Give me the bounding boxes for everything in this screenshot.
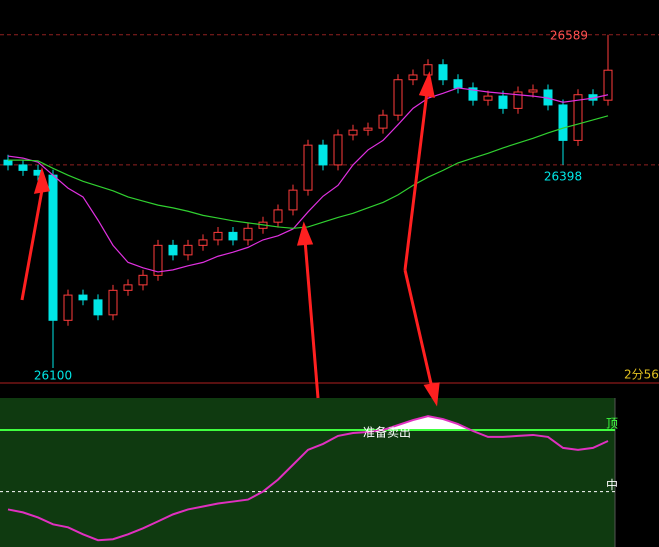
candle-body [423, 64, 433, 76]
candle-body [483, 95, 493, 101]
candle-body [318, 144, 328, 166]
candle-body [243, 227, 253, 241]
candle-body [528, 89, 538, 93]
candle-body [93, 299, 103, 316]
period-label: 2分56 [624, 368, 659, 382]
candle-body [183, 244, 193, 256]
candle-body [468, 87, 478, 101]
candle-body [378, 114, 388, 129]
low-label: 26398 [544, 169, 582, 183]
candle-body [333, 134, 343, 166]
candle-body [198, 239, 208, 246]
candle-body [138, 274, 148, 286]
candle-body [348, 129, 358, 136]
arrows [20, 71, 440, 407]
candle-body [228, 231, 238, 241]
candle-body [108, 289, 118, 316]
moving-average [8, 115, 609, 229]
candle-body [168, 244, 178, 256]
candle-body [363, 127, 373, 131]
candle-body [303, 144, 313, 191]
candle-body [48, 174, 58, 321]
peak-fill [8, 416, 608, 430]
candle-body [78, 294, 88, 301]
annotation: 准备卖出 [363, 426, 411, 440]
candle-body [18, 164, 28, 171]
candle-body [213, 231, 223, 241]
high-label: 26589 [550, 28, 588, 42]
indicator-line [7, 415, 609, 542]
indicator-panel [0, 398, 615, 547]
candle-body [123, 284, 133, 291]
candle-body [288, 189, 298, 211]
candle-body [498, 95, 508, 109]
level-label: 顶 [606, 417, 618, 431]
level-label: 中 [606, 477, 618, 492]
candle-body [573, 94, 583, 141]
candle-body [273, 209, 283, 223]
moving-average [7, 87, 609, 273]
candle-body [63, 294, 73, 321]
candle-body [408, 74, 418, 81]
candle-body [438, 64, 448, 81]
candle-body [153, 244, 163, 276]
candle-body [603, 69, 613, 101]
candle-body [453, 79, 463, 89]
candle-body [513, 91, 523, 109]
candle-body [3, 159, 13, 166]
candle-body [393, 79, 403, 116]
low-label: 26100 [34, 369, 72, 383]
candle-body [558, 104, 568, 141]
